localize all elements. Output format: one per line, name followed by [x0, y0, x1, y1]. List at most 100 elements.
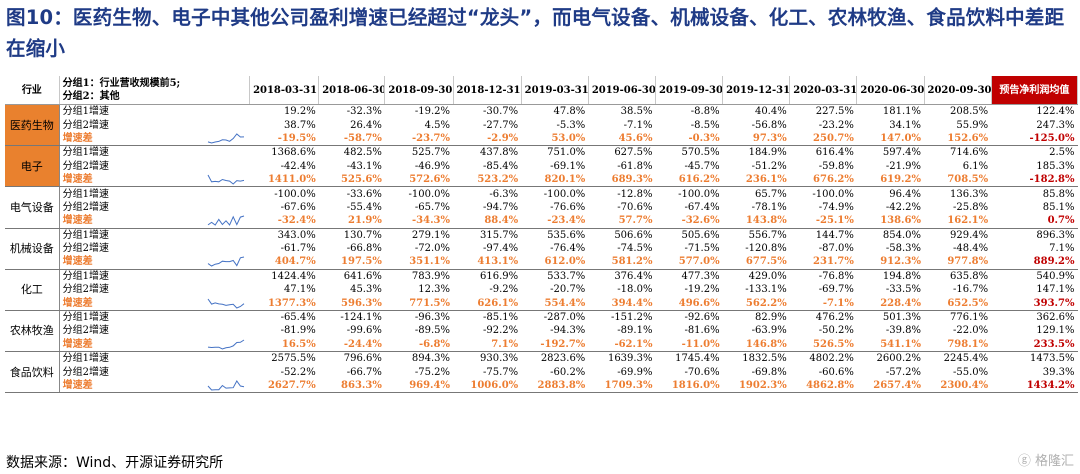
value-cell: -7.1%: [623, 119, 653, 131]
value-cell: 82.9%: [754, 312, 787, 324]
table-row: 分组2增速 -42.4% -43.1% -46.9% -85.4% -69.1% -61.8…: [5, 160, 1078, 173]
value-cell: 2.5%: [1049, 147, 1075, 159]
value-cell: 2657.4%: [856, 378, 925, 394]
table-row: 电子 分组1增速 1368.6% 482.5% 525.7% 437.8% 751.0% 62…: [5, 145, 1078, 188]
header-industry: 行业: [5, 76, 60, 105]
sparkline-line: [208, 256, 245, 268]
row-label: 分组2增速: [62, 160, 109, 172]
row-label: 分组2增速: [62, 284, 109, 296]
table-row: 食品饮料 分组1增速 2575.5% 796.6% 894.3% 930.3% 2823.6…: [5, 351, 1078, 394]
sparkline: [208, 215, 245, 227]
value-cell: 34.1%: [889, 119, 922, 131]
header-group-desc: 分组1：行业营收规模前5; 分组2：其他: [59, 76, 251, 105]
value-cell: 2575.5%: [271, 353, 316, 365]
diff-row: 增速差 404.7% 197.5% 351.1% 413.1% 612.0% 581.2% 5…: [5, 255, 1078, 270]
sparkline: [208, 339, 245, 350]
value-cell: -11.0%: [655, 337, 723, 353]
value-cell: 362.6%: [1036, 312, 1075, 324]
value-cell: -61.7%: [280, 243, 316, 255]
sparkline: [208, 133, 245, 144]
value-cell: -25.8%: [953, 201, 989, 213]
value-cell: 147.0%: [856, 131, 925, 147]
value-cell: -74.9%: [818, 201, 854, 213]
value-cell: 162.1%: [924, 214, 992, 229]
value-cell: 627.5%: [614, 147, 653, 159]
sparkline-line: [208, 174, 245, 185]
value-cell: 47.8%: [553, 106, 586, 118]
value-cell: 619.2%: [856, 172, 925, 188]
value-cell: -34.3%: [384, 214, 454, 229]
value-cell: 2600.2%: [876, 353, 922, 365]
value-cell: -55.0%: [953, 366, 989, 378]
value-cell: 783.9%: [411, 270, 451, 282]
value-cell: -69.1%: [550, 160, 586, 172]
table-row: 机械设备 分组1增速 343.0% 130.7% 279.1% 315.7% 535.6% 5…: [5, 228, 1078, 270]
value-cell: -78.1%: [751, 201, 787, 213]
value-cell: 977.8%: [924, 255, 992, 270]
value-cell: 2245.4%: [943, 353, 989, 365]
row-label: 增速差: [59, 378, 206, 394]
row-label: 分组1增速: [62, 188, 109, 200]
table-row: 分组2增速 -81.9% -99.6% -89.5% -92.2% -94.3% -89.1…: [5, 324, 1078, 337]
value-cell: 1006.0%: [453, 378, 522, 394]
value-cell: 596.3%: [318, 296, 385, 311]
value-cell: -61.8%: [617, 160, 653, 172]
value-cell: 572.6%: [384, 172, 454, 188]
value-cell: -70.6%: [617, 201, 653, 213]
value-cell: -32.6%: [655, 214, 723, 229]
source-note: 数据来源：Wind、开源证券研究所: [6, 455, 224, 471]
value-cell: 929.4%: [950, 229, 989, 241]
value-cell: -125.0%: [991, 131, 1078, 147]
value-cell: 146.8%: [722, 337, 790, 353]
value-cell: -74.5%: [617, 243, 653, 255]
value-cell: -52.2%: [280, 366, 316, 378]
value-cell: 85.1%: [1042, 201, 1075, 213]
header-date: 2019-06-30: [588, 76, 656, 105]
value-cell: -75.2%: [414, 366, 451, 378]
diff-row: 增速差 -19.5% -58.7% -23.7% -2.9% 53.0% 45.6% -0.3…: [5, 131, 1078, 147]
value-cell: 351.1%: [384, 255, 454, 270]
value-cell: 39.3%: [1042, 366, 1075, 378]
value-cell: 525.6%: [318, 172, 385, 188]
value-cell: 376.4%: [614, 270, 653, 282]
value-cell: -21.9%: [885, 160, 922, 172]
diff-row: 增速差 -32.4% 21.9% -34.3% 88.4% -23.4% 57.7% -32.…: [5, 214, 1078, 229]
value-cell: 4802.2%: [809, 353, 854, 365]
value-cell: -69.7%: [818, 284, 854, 296]
value-cell: -23.7%: [384, 131, 454, 147]
value-cell: 496.6%: [655, 296, 723, 311]
value-cell: 535.6%: [547, 229, 586, 241]
sector-name: 食品饮料: [5, 351, 60, 394]
row-label: 增速差: [59, 131, 206, 147]
value-cell: -133.1%: [745, 284, 787, 296]
value-cell: 279.1%: [411, 229, 451, 241]
value-cell: 147.1%: [1036, 284, 1075, 296]
value-cell: -96.3%: [414, 312, 451, 324]
value-cell: 122.4%: [1036, 106, 1075, 118]
value-cell: -2.9%: [453, 131, 522, 147]
row-label: 分组1增速: [62, 147, 109, 159]
value-cell: 233.5%: [991, 337, 1078, 353]
sparkline-line: [208, 133, 245, 144]
value-cell: 38.7%: [283, 119, 316, 131]
value-cell: 144.7%: [815, 229, 854, 241]
value-cell: -57.2%: [885, 366, 922, 378]
value-cell: 476.2%: [815, 312, 854, 324]
value-cell: -69.8%: [751, 366, 787, 378]
value-cell: -5.3%: [556, 119, 586, 131]
value-cell: -27.7%: [483, 119, 519, 131]
value-cell: -71.5%: [684, 243, 720, 255]
value-cell: -9.2%: [489, 284, 519, 296]
value-cell: 12.3%: [418, 284, 451, 296]
value-cell: 889.2%: [991, 255, 1078, 270]
value-cell: 315.7%: [480, 229, 519, 241]
sparkline-cell: [205, 131, 250, 147]
value-cell: 55.9%: [956, 119, 989, 131]
value-cell: -92.2%: [483, 325, 519, 337]
row-label: 分组1增速: [62, 353, 109, 365]
value-cell: 1473.5%: [1030, 353, 1075, 365]
sector-name: 农林牧渔: [5, 310, 60, 353]
value-cell: -59.8%: [818, 160, 854, 172]
value-cell: 863.3%: [318, 378, 385, 394]
value-cell: 506.6%: [614, 229, 653, 241]
